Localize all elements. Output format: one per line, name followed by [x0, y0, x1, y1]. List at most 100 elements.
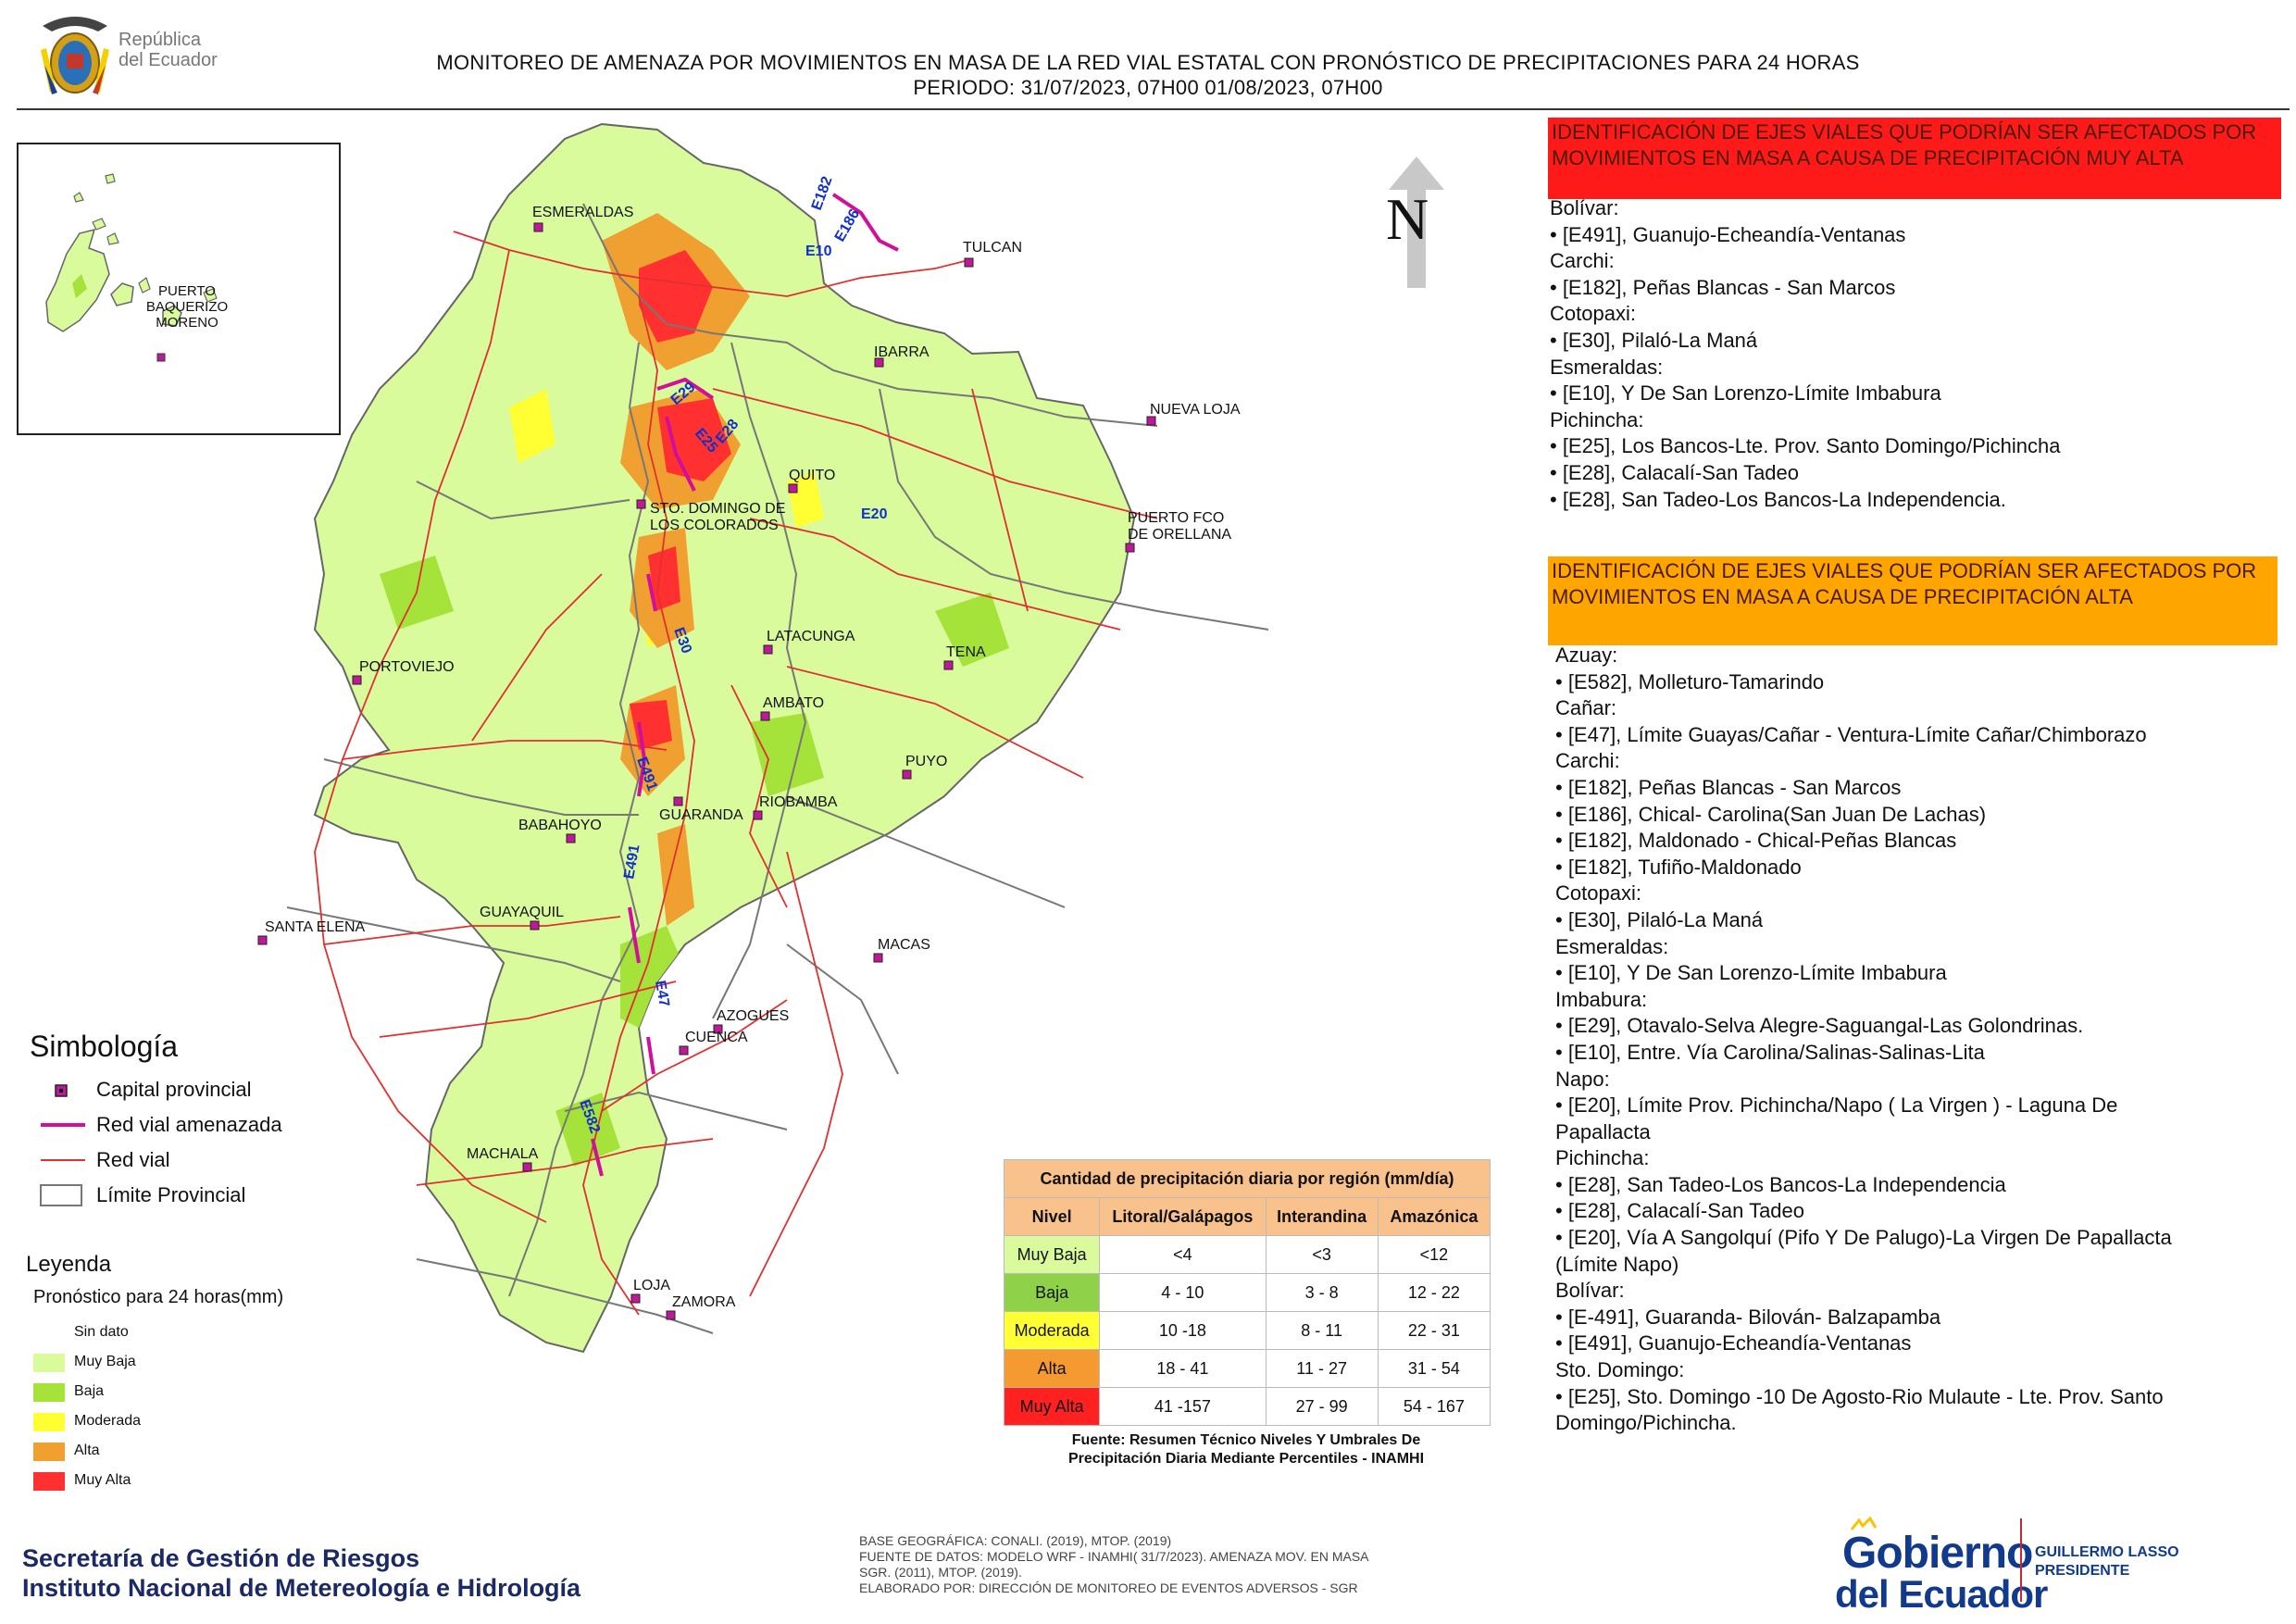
capital-marker	[533, 222, 543, 232]
list-item: Pichincha:	[1555, 1146, 1650, 1170]
city-label: DE ORELLANA	[1128, 527, 1231, 543]
capital-marker	[964, 257, 974, 268]
city-label: QUITO	[789, 468, 835, 483]
city-label: STO. DOMINGO DE	[650, 501, 785, 517]
city-label: ZAMORA	[672, 1294, 736, 1310]
list-item: Cotopaxi:	[1550, 302, 1636, 326]
list-item: Cotopaxi:	[1555, 881, 1641, 906]
capital-marker	[753, 810, 763, 820]
muy-alta-area	[639, 250, 713, 343]
sin-dato-area	[1278, 630, 1435, 778]
city-label: IBARRA	[874, 344, 930, 360]
city-label: LATACUNGA	[767, 629, 855, 644]
baja-area	[555, 1093, 620, 1167]
ecuador-coat-of-arms	[33, 9, 117, 102]
capital-marker	[566, 833, 576, 843]
city-label: BABAHOYO	[518, 818, 602, 833]
capital-marker	[666, 1310, 676, 1320]
table-row: Muy Alta 41 -157 27 - 99 54 - 167	[1003, 1387, 1491, 1426]
list-item: • [E25], Los Bancos-Lte. Prov. Santo Dom…	[1550, 434, 2061, 458]
city-label: GUARANDA	[659, 807, 743, 823]
list-item: • [E47], Límite Guayas/Cañar - Ventura-L…	[1555, 722, 2147, 746]
city-label: TENA	[946, 644, 986, 660]
credits: BASE GEOGRÁFICA: CONALI. (2019), MTOP. (…	[859, 1533, 1369, 1595]
capital-marker	[760, 711, 770, 721]
list-item: Carchi:	[1555, 749, 1620, 773]
republic-text: República del Ecuador	[119, 30, 218, 70]
city-label: LOS COLORADOS	[650, 518, 779, 533]
list-item: Sto. Domingo:	[1555, 1358, 1685, 1382]
capital-marker	[257, 935, 268, 945]
list-item: Papallacta	[1555, 1119, 1651, 1143]
capital-marker	[352, 675, 362, 685]
list-item: • [E491], Guanujo-Echeandía-Ventanas	[1555, 1331, 1912, 1355]
road-network	[314, 231, 1158, 1316]
capital-marker	[673, 796, 683, 806]
capital-marker	[713, 1024, 723, 1034]
capital-marker	[788, 483, 798, 493]
list-item: • [E28], San Tadeo-Los Bancos-La Indepen…	[1550, 487, 2006, 511]
city-label: CUENCA	[685, 1030, 748, 1045]
header-divider	[17, 108, 2290, 110]
road-icon	[41, 1159, 85, 1161]
capital-marker	[522, 1162, 532, 1172]
city-label: AZOGUES	[717, 1008, 789, 1024]
city-label: RIOBAMBA	[759, 794, 838, 810]
list-item: Pichincha:	[1550, 407, 1644, 431]
alta-area	[657, 824, 694, 926]
leyenda-title: Leyenda	[26, 1252, 112, 1277]
simbologia-item: Red vial amenazada	[35, 1111, 282, 1139]
table-header: Amazónica	[1377, 1197, 1491, 1236]
road-label: E182	[809, 174, 836, 212]
list-item: • [E182], Peñas Blancas - San Marcos	[1555, 775, 1902, 799]
list-item: • [E29], Otavalo-Selva Alegre-Saguangal-…	[1555, 1014, 2084, 1038]
simbologia-item: Límite Provincial	[35, 1181, 245, 1209]
list-item: (Límite Napo)	[1555, 1252, 1679, 1276]
north-label: N	[1386, 186, 1429, 252]
list-item: • [E30], Pilaló-La Maná	[1550, 328, 1758, 352]
threatened-roads	[591, 193, 899, 1177]
table-header: Litoral/Galápagos	[1099, 1197, 1267, 1236]
leyenda-subtitle: Pronóstico para 24 horas(mm)	[33, 1287, 284, 1307]
map-title: MONITOREO DE AMENAZA POR MOVIMIENTOS EN …	[436, 51, 1860, 99]
gobierno-logo-text: del Ecuador	[1835, 1572, 2048, 1616]
list-item: Bolívar:	[1555, 1279, 1625, 1303]
capital-markers	[257, 222, 1156, 1320]
list-item: • [E28], San Tadeo-Los Bancos-La Indepen…	[1555, 1172, 2006, 1196]
road-label: E10	[805, 244, 832, 259]
capital-marker	[874, 357, 884, 368]
list-item: • [E20], Vía A Sangolquí (Pifo Y De Palu…	[1555, 1226, 2172, 1250]
president-name: GUILLERMO LASSO	[2035, 1544, 2179, 1560]
list-item: • [E-491], Guaranda- Bilován- Balzapamba	[1555, 1305, 1941, 1329]
list-item: • [E30], Pilaló-La Maná	[1555, 907, 1764, 931]
city-label: SANTA ELENA	[265, 919, 366, 935]
table-header: Nivel	[1003, 1197, 1101, 1236]
north-arrow-icon	[1389, 156, 1444, 288]
moderada-area	[509, 389, 555, 463]
baja-area	[935, 593, 1009, 667]
capital-marker	[679, 1045, 689, 1056]
city-labels: ESMERALDAS TULCAN IBARRA NUEVA LOJA QUIT…	[265, 205, 1241, 1310]
table-source: Fuente: Resumen Técnico Niveles Y Umbral…	[1067, 1432, 1425, 1467]
legend-swatch	[33, 1443, 65, 1461]
city-label: AMBATO	[763, 695, 824, 711]
list-item: • [E10], Entre. Vía Carolina/Salinas-Sal…	[1555, 1040, 1985, 1064]
capital-marker	[1146, 416, 1156, 426]
list-item: • [E10], Y De San Lorenzo-Límite Imbabur…	[1550, 381, 1941, 406]
president-title: PRESIDENTE	[2035, 1563, 2130, 1579]
muy-alta-area	[657, 398, 731, 481]
simbologia-item: Capital provincial	[35, 1076, 252, 1104]
sin-dato-area	[1231, 833, 1370, 944]
list-item: • [E491], Guanujo-Echeandía-Ventanas	[1550, 222, 1906, 246]
gobierno-logo-icon	[1850, 1516, 1878, 1540]
capital-marker	[763, 644, 773, 655]
list-item: • [E182], Maldonado - Chical-Peñas Blanc…	[1555, 829, 1957, 853]
threatened-road-icon	[41, 1123, 85, 1127]
list-item: Bolívar:	[1550, 196, 1619, 219]
capital-marker	[1125, 543, 1135, 553]
city-label: LOJA	[633, 1278, 670, 1293]
logo-divider	[2020, 1518, 2022, 1602]
legend-swatch	[33, 1472, 65, 1491]
simbologia-item: Red vial	[35, 1146, 169, 1174]
provincial-boundaries	[286, 203, 1269, 1334]
